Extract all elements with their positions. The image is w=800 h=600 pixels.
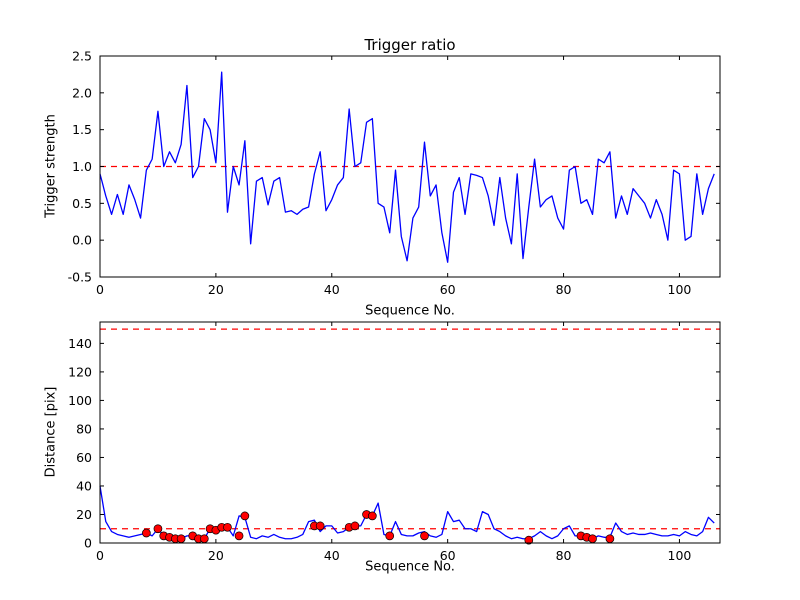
bottom-event-marker (223, 522, 232, 532)
bottom-x-tick-label: 100 (668, 548, 692, 563)
bottom-y-tick-label: 140 (68, 336, 92, 351)
bottom-x-tick-label: 20 (208, 548, 224, 563)
bottom-axes-frame (99, 321, 721, 544)
bottom-event-marker (588, 534, 597, 544)
bottom-event-marker (153, 524, 163, 534)
bottom-x-tick-label: 80 (556, 548, 572, 563)
top-x-tick-label: 40 (324, 282, 340, 297)
bottom-event-marker (234, 531, 244, 541)
bottom-event-marker (199, 534, 209, 544)
top-y-tick-label: 1.5 (72, 122, 92, 137)
bottom-y-tick-label: 60 (76, 450, 92, 465)
top-x-tick-label: 60 (440, 282, 456, 297)
top-y-axis-label: Trigger strength (43, 114, 59, 218)
top-y-tick-label: 0.5 (72, 196, 92, 211)
bottom-event-marker (605, 534, 615, 544)
top-y-tick-label: 2.5 (72, 49, 92, 64)
top-y-tick-label: -0.5 (68, 270, 92, 285)
top-data-line (99, 71, 715, 263)
bottom-event-marker (142, 528, 151, 538)
bottom-y-tick-label: 120 (68, 364, 92, 379)
top-chart-title: Trigger ratio (364, 36, 456, 54)
bottom-y-tick-label: 80 (76, 421, 92, 436)
top-x-tick-label: 0 (96, 282, 104, 297)
bottom-event-marker (315, 521, 325, 531)
bottom-event-marker (240, 511, 250, 521)
bottom-event-marker (524, 535, 534, 545)
top-y-tick-label: 0.0 (72, 233, 92, 248)
top-y-tick-label: 1.0 (72, 159, 92, 174)
bottom-x-tick-label: 0 (96, 548, 104, 563)
bottom-event-marker (350, 521, 360, 531)
bottom-event-marker (367, 511, 377, 521)
bottom-y-tick-label: 40 (76, 478, 92, 493)
top-x-axis-label: Sequence No. (365, 303, 455, 319)
bottom-event-marker (385, 531, 395, 541)
bottom-y-tick-label: 0 (84, 536, 92, 551)
bottom-y-tick-label: 20 (76, 507, 92, 522)
bottom-x-tick-label: 40 (324, 548, 340, 563)
bottom-event-marker (176, 534, 186, 544)
top-x-tick-label: 100 (668, 282, 692, 297)
top-x-tick-label: 80 (556, 282, 572, 297)
bottom-y-axis-label: Distance [pix] (43, 386, 59, 478)
top-y-tick-label: 2.0 (72, 85, 92, 100)
bottom-y-tick-label: 100 (68, 393, 92, 408)
bottom-x-tick-label: 60 (440, 548, 456, 563)
bottom-data-line (99, 485, 715, 540)
bottom-event-marker (420, 531, 429, 541)
top-x-tick-label: 20 (208, 282, 224, 297)
bottom-x-axis-label: Sequence No. (365, 559, 455, 575)
